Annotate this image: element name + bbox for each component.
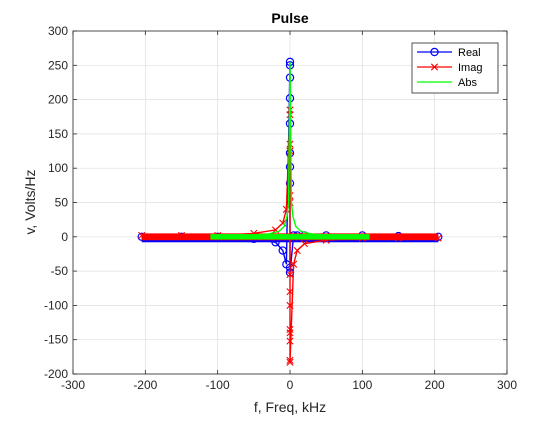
legend-label: Real bbox=[458, 47, 481, 59]
x-tick-label: 200 bbox=[425, 378, 445, 392]
data-point-x bbox=[286, 192, 294, 200]
data-point-x bbox=[286, 325, 294, 333]
data-point-x bbox=[300, 240, 309, 248]
series-band bbox=[210, 234, 370, 240]
data-point-x bbox=[293, 246, 301, 255]
x-tick-label: 0 bbox=[287, 378, 294, 392]
x-axis-label: f, Freq, kHz bbox=[254, 399, 326, 415]
x-tick-label: -200 bbox=[133, 378, 157, 392]
y-tick-label: 150 bbox=[48, 127, 68, 141]
data-point-x bbox=[286, 270, 294, 279]
y-tick-label: 0 bbox=[61, 230, 68, 244]
series-line bbox=[141, 109, 439, 363]
legend-entry: Real bbox=[417, 47, 481, 59]
y-axis-label: v, Volts/Hz bbox=[22, 169, 38, 234]
legend-entry: Abs bbox=[417, 77, 477, 89]
chart-title: Pulse bbox=[271, 10, 309, 26]
data-point-x bbox=[286, 288, 294, 296]
x-tick-label: -300 bbox=[61, 378, 85, 392]
legend-box bbox=[411, 42, 499, 94]
legend-label: Imag bbox=[458, 62, 482, 74]
data-point-x bbox=[138, 231, 146, 240]
data-point-x bbox=[286, 301, 294, 309]
legend-entry: Imag bbox=[417, 62, 482, 74]
y-tick-label: -100 bbox=[44, 298, 68, 312]
y-tick-label: 50 bbox=[55, 196, 69, 210]
data-point-x bbox=[290, 260, 298, 268]
data-point-x bbox=[177, 231, 186, 240]
data-point-circle bbox=[430, 47, 439, 57]
y-tick-label: -150 bbox=[44, 333, 68, 347]
x-tick-label: -100 bbox=[206, 378, 230, 392]
data-layer bbox=[137, 57, 443, 366]
y-tick-label: 100 bbox=[48, 161, 68, 175]
data-point-x bbox=[434, 234, 442, 242]
data-point-circle bbox=[278, 246, 287, 255]
data-point-x bbox=[286, 337, 294, 345]
series-line bbox=[210, 61, 370, 237]
data-point-x bbox=[394, 234, 403, 242]
axes: -300 -200 -100 0 100 200 300-200-150-100-50050… bbox=[44, 24, 517, 392]
y-tick-label: 300 bbox=[48, 24, 68, 38]
y-tick-label: -200 bbox=[44, 367, 68, 381]
legend-label: Abs bbox=[458, 77, 477, 89]
x-tick-label: 300 bbox=[497, 378, 517, 392]
series-abs bbox=[210, 61, 370, 240]
legend: Real Imag Abs bbox=[411, 42, 499, 94]
data-point-x bbox=[286, 356, 294, 364]
data-point-x bbox=[286, 329, 294, 337]
x-tick-label: 100 bbox=[352, 378, 372, 392]
data-point-x bbox=[286, 147, 294, 155]
data-point-x bbox=[286, 140, 294, 148]
y-tick-label: -50 bbox=[51, 264, 69, 278]
data-point-x bbox=[430, 63, 439, 71]
y-tick-label: 250 bbox=[48, 58, 68, 72]
y-tick-label: 200 bbox=[48, 93, 68, 107]
data-point-x bbox=[286, 358, 294, 366]
